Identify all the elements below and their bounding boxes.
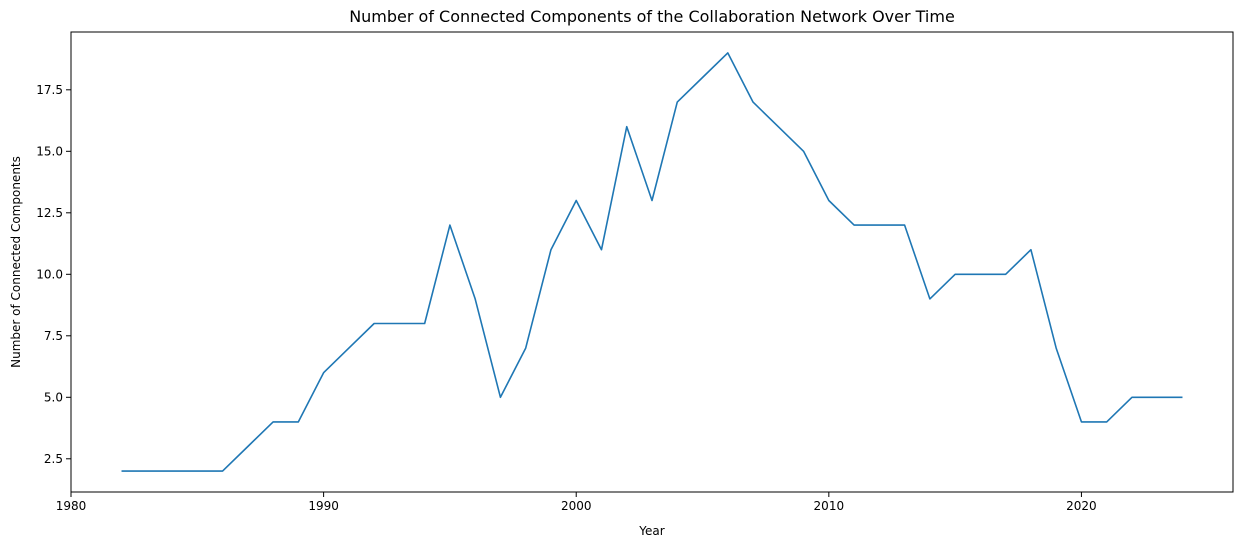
plot-area (70, 31, 1234, 493)
x-tick-label: 1980 (56, 499, 87, 513)
series-line-0 (121, 52, 1183, 472)
x-tick-label: 1990 (308, 499, 339, 513)
x-axis-label: Year (638, 524, 664, 538)
plot-frame (70, 31, 1234, 493)
y-tick-label: 12.5 (36, 206, 63, 220)
x-axis: 1980 1990 2000 2010 2020 (56, 492, 1097, 513)
y-tick-label: 7.5 (44, 329, 63, 343)
y-tick-label: 15.0 (36, 144, 63, 158)
y-tick-label: 17.5 (36, 83, 63, 97)
x-tick-label: 2020 (1066, 499, 1097, 513)
x-tick-label: 2010 (814, 499, 845, 513)
chart-title: Number of Connected Components of the Co… (349, 7, 955, 26)
y-tick-label: 5.0 (44, 390, 63, 404)
y-tick-label: 10.0 (36, 267, 63, 281)
x-tick-label: 2000 (561, 499, 592, 513)
y-axis-label: Number of Connected Components (9, 156, 23, 368)
y-tick-label: 2.5 (44, 452, 63, 466)
y-axis: 2.5 5.0 7.5 10.0 12.5 15.0 17.5 (36, 83, 71, 466)
